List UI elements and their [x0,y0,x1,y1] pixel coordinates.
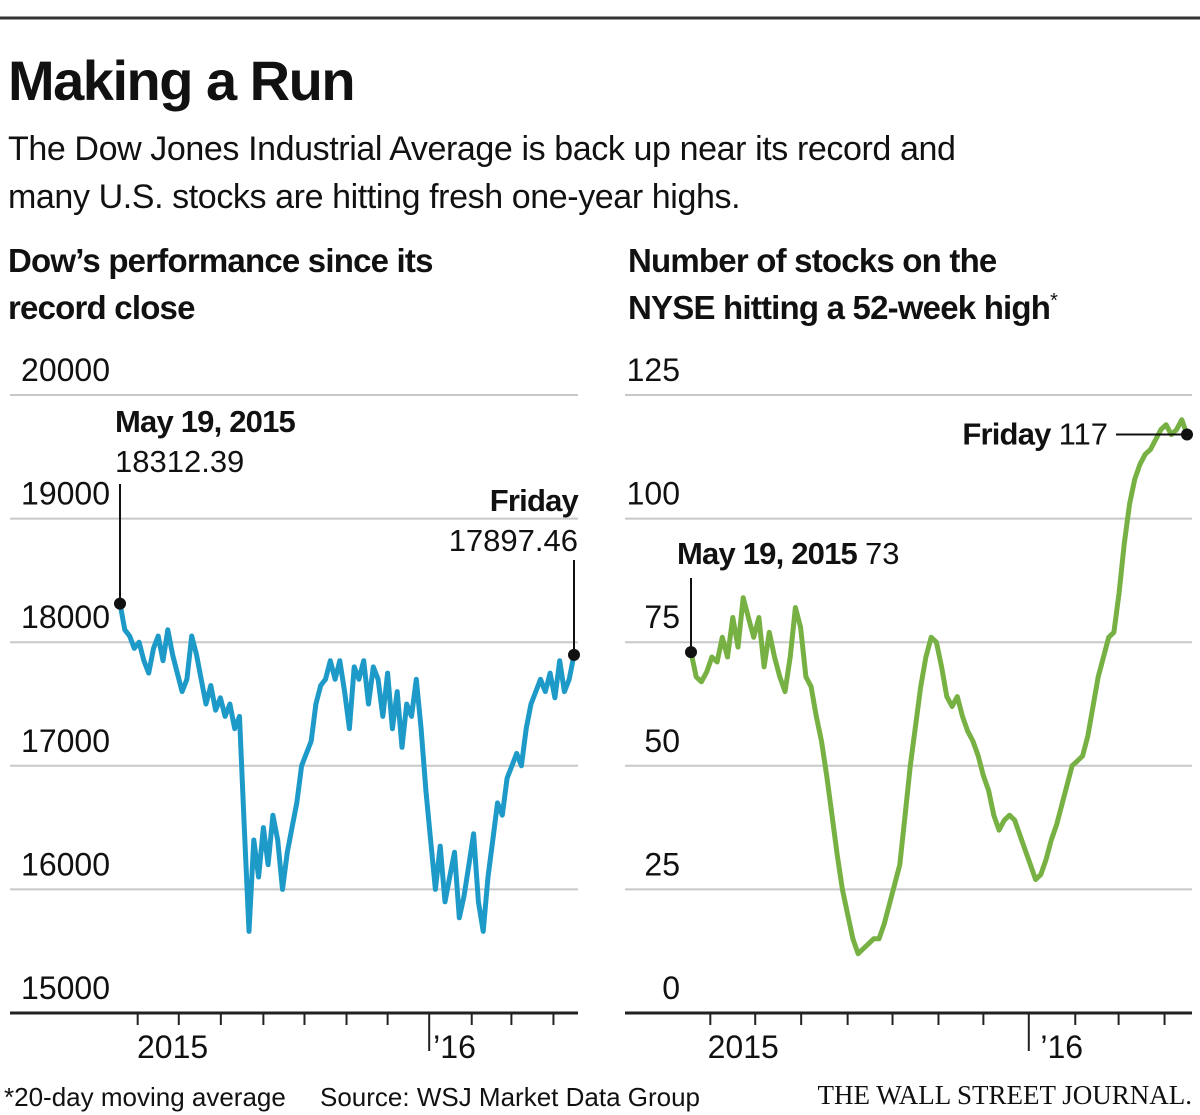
y-tick-label: 25 [644,846,680,882]
data-point [114,597,126,610]
data-point [685,646,697,659]
value-label: 17897.46 [449,523,578,558]
y-tick-label: 19000 [21,476,110,512]
chart-title: record close [8,289,195,326]
data-point [568,648,580,661]
value-label: 73 [865,536,899,571]
value-label: 18312.39 [115,444,244,479]
source: Source: WSJ Market Data Group [320,1082,700,1112]
value-label: 117 [1059,417,1108,452]
annotation: May 19, 2015 [115,404,296,439]
annotation: May 19, 2015 73 [677,536,899,571]
page-title: Making a Run [8,49,354,112]
x-tick-label: ’16 [1040,1029,1083,1065]
y-tick-label: 0 [662,970,680,1006]
x-tick-label: ’16 [433,1029,476,1065]
y-tick-label: 16000 [21,846,110,882]
footnote: *20-day moving average [4,1082,286,1112]
x-tick-label: 2015 [137,1029,208,1065]
chart-title: Dow’s performance since its [8,242,433,279]
y-tick-label: 17000 [21,723,110,759]
y-tick-label: 100 [627,476,680,512]
subtitle: The Dow Jones Industrial Average is back… [8,130,956,168]
annotation: Friday [490,483,580,518]
y-tick-label: 75 [644,599,680,635]
data-line [117,603,577,934]
y-tick-label: 125 [627,352,680,388]
data-point [1181,428,1193,441]
annotation-label: Friday [962,417,1052,452]
credit: THE WALL STREET JOURNAL. [818,1080,1192,1110]
y-tick-label: 50 [644,723,680,759]
annotation: Friday 117 [962,417,1108,452]
x-tick-label: 2015 [708,1029,779,1065]
y-tick-label: 18000 [21,599,110,635]
title-mark: * [1050,290,1058,312]
annotation-label: May 19, 2015 [677,536,858,571]
chart-title: NYSE hitting a 52-week high* [628,289,1058,326]
subtitle: many U.S. stocks are hitting fresh one-y… [8,178,740,216]
y-tick-label: 20000 [21,352,110,388]
data-line [688,417,1190,957]
chart-title: Number of stocks on the [628,242,997,279]
y-tick-label: 15000 [21,970,110,1006]
